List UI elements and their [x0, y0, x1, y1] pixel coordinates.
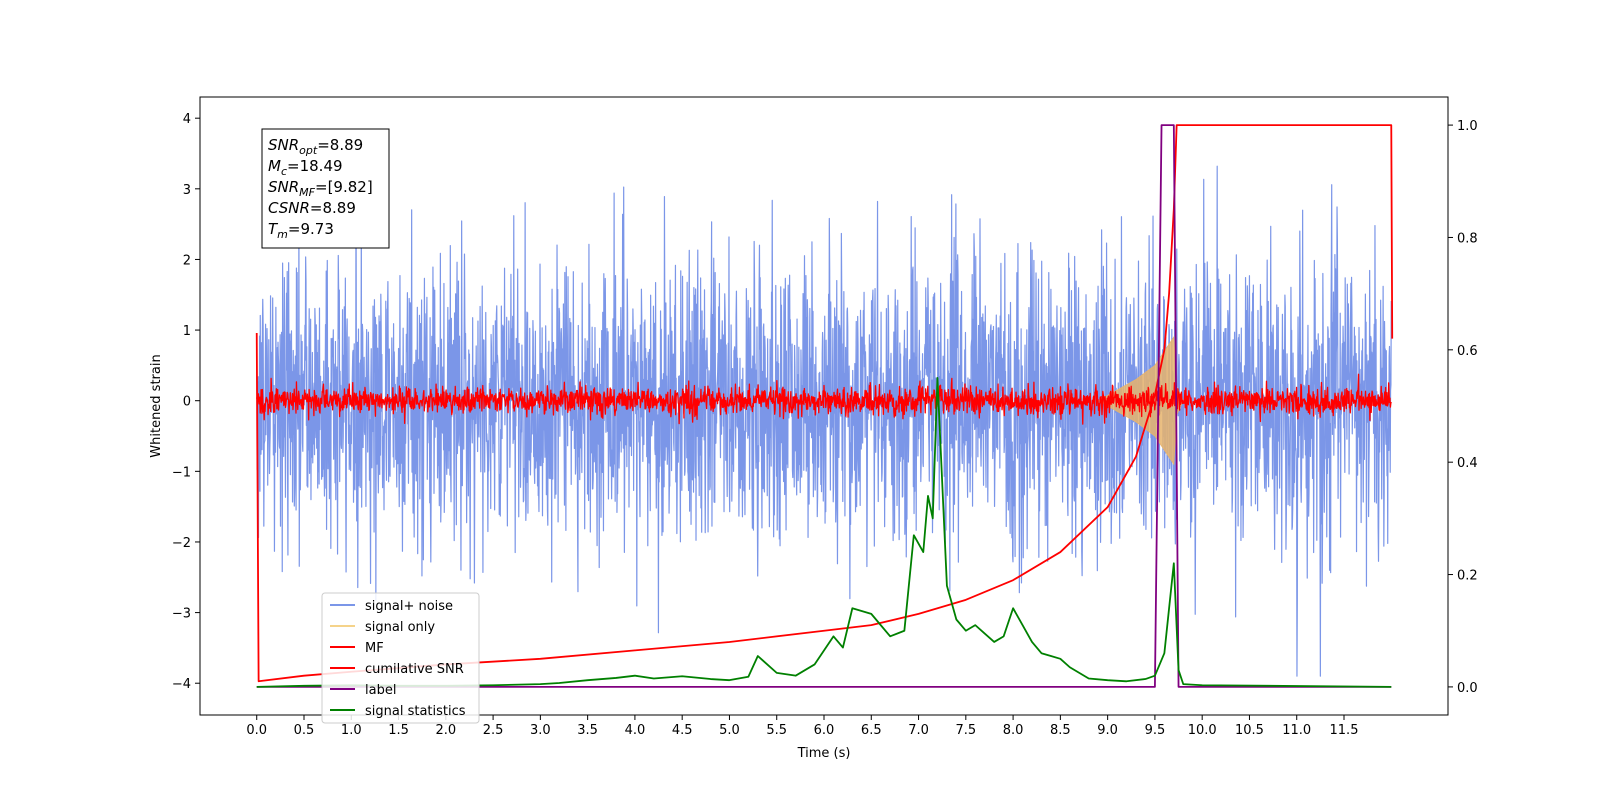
legend-label: MF	[365, 641, 384, 656]
legend-label: signal+ noise	[365, 599, 453, 614]
x-tick-label: 1.0	[341, 723, 362, 738]
legend-frame	[321, 592, 480, 724]
annotation-frame	[261, 128, 390, 249]
x-tick-label: 0.0	[246, 723, 267, 738]
y-right-tick-label: 0.2	[1457, 569, 1478, 584]
y-right-tick-label: 1.0	[1457, 119, 1478, 134]
annotation-box: SNRopt=8.89Mc=18.49SNRMF=[9.82]CSNR=8.89…	[261, 128, 390, 249]
y-tick-label: −1	[172, 465, 191, 480]
legend-label: cumilative SNR	[365, 662, 464, 677]
x-tick-label: 0.5	[294, 723, 315, 738]
x-tick-label: 7.0	[908, 723, 929, 738]
y-tick-label: 4	[183, 112, 191, 127]
y-right-tick-label: 0.6	[1457, 344, 1478, 359]
x-tick-label: 8.0	[1003, 723, 1024, 738]
x-tick-label: 11.0	[1282, 723, 1311, 738]
annotation-line: SNRMF=[9.82]	[268, 178, 373, 199]
x-tick-label: 1.5	[388, 723, 409, 738]
x-tick-label: 7.5	[955, 723, 976, 738]
y-right-tick-label: 0.4	[1457, 456, 1478, 471]
x-tick-label: 10.0	[1188, 723, 1217, 738]
x-tick-label: 10.5	[1235, 723, 1264, 738]
annotation-line: Mc=18.49	[268, 157, 343, 178]
y-right-tick-label: 0.8	[1457, 231, 1478, 246]
x-tick-label: 9.0	[1097, 723, 1118, 738]
annotation-line: CSNR=8.89	[268, 199, 356, 217]
x-tick-label: 9.5	[1145, 723, 1166, 738]
y-tick-label: 2	[183, 253, 191, 268]
x-tick-label: 11.5	[1330, 723, 1359, 738]
y-right-tick-label: 0.0	[1457, 681, 1478, 696]
x-tick-label: 6.5	[861, 723, 882, 738]
y-tick-label: −3	[172, 607, 191, 622]
y-tick-label: −2	[172, 536, 191, 551]
x-tick-label: 8.5	[1050, 723, 1071, 738]
annotation-line: SNRopt=8.89	[268, 136, 363, 157]
series-layer	[255, 124, 1394, 688]
x-tick-label: 2.0	[435, 723, 456, 738]
legend-label: signal only	[365, 620, 435, 635]
y-tick-label: 1	[183, 324, 191, 339]
x-tick-label: 3.0	[530, 723, 551, 738]
y-axis-label: Whitened strain	[149, 354, 164, 457]
x-tick-label: 3.5	[577, 723, 598, 738]
y-axis-right: 1.0 0.8 0.6 0.4 0.2 0.0	[1448, 119, 1478, 696]
x-tick-label: 4.5	[672, 723, 693, 738]
legend: signal+ noise signal only MF cumilative SNR…	[321, 592, 480, 724]
series-label	[256, 124, 1392, 688]
x-axis: 0.0 0.5 1.0 1.5 2.0 2.5 3.0 3.5 4.0 4.5 5.0 5.5 6.0 6…	[246, 715, 1358, 738]
x-tick-label: 4.0	[625, 723, 646, 738]
y-tick-label: 3	[183, 183, 191, 198]
x-tick-label: 2.5	[483, 723, 504, 738]
series-signal-statistics	[256, 377, 1392, 688]
legend-label: label	[365, 683, 396, 698]
legend-label: signal statistics	[365, 704, 466, 719]
x-axis-label: Time (s)	[797, 746, 851, 761]
y-tick-label: −4	[172, 677, 191, 692]
series-mf	[256, 373, 1392, 425]
series-signal-noise	[256, 165, 1392, 677]
y-axis-left: 4 3 2 1 0 −1 −2 −3 −4	[172, 112, 200, 692]
y-tick-label: 0	[183, 395, 191, 410]
annotation-line: Tm=9.73	[268, 220, 334, 241]
x-tick-label: 5.0	[719, 723, 740, 738]
x-tick-label: 6.0	[814, 723, 835, 738]
x-tick-label: 5.5	[766, 723, 787, 738]
